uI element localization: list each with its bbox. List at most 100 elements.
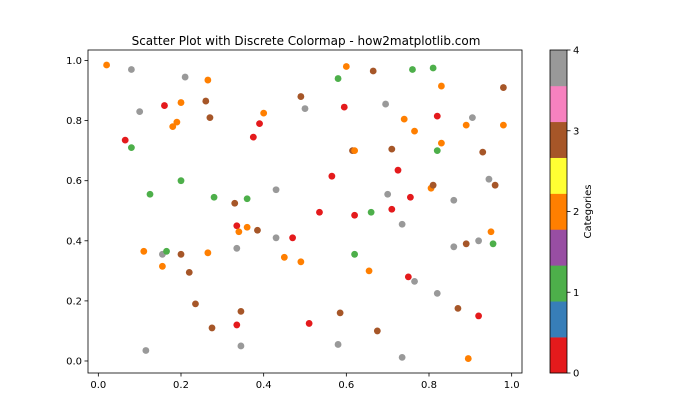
scatter-point bbox=[388, 205, 396, 213]
colorbar-segment bbox=[550, 50, 567, 87]
scatter-point bbox=[454, 305, 462, 312]
scatter-point bbox=[280, 253, 288, 261]
scatter-point bbox=[204, 76, 212, 84]
colorbar: 0 1 2 3 4 Categories bbox=[549, 46, 594, 380]
scatter-point bbox=[469, 114, 476, 122]
scatter-point bbox=[489, 240, 497, 248]
scatter-point bbox=[433, 112, 441, 120]
y-tick-label: 0.6 bbox=[66, 176, 82, 187]
scatter-point bbox=[384, 190, 392, 198]
colorbar-segment bbox=[550, 157, 567, 194]
scatter-point bbox=[394, 166, 402, 174]
colorbar-tick-label: 1 bbox=[573, 288, 579, 299]
scatter-point bbox=[342, 63, 350, 70]
scatter-point bbox=[462, 121, 470, 129]
scatter-point bbox=[404, 273, 412, 281]
scatter-point bbox=[351, 211, 358, 219]
colorbar-segment bbox=[550, 193, 567, 230]
scatter-point bbox=[233, 244, 241, 252]
scatter-point bbox=[146, 190, 154, 198]
scatter-point bbox=[206, 114, 214, 122]
scatter-point bbox=[297, 258, 305, 266]
scatter-point bbox=[340, 103, 348, 111]
scatter-point bbox=[400, 115, 408, 123]
colorbar-segment bbox=[550, 337, 567, 374]
scatter-point bbox=[367, 208, 375, 216]
scatter-point bbox=[233, 222, 241, 230]
scatter-point bbox=[235, 228, 243, 236]
scatter-point bbox=[429, 181, 437, 189]
scatter-point bbox=[177, 177, 185, 185]
scatter-point bbox=[301, 105, 309, 112]
colorbar-tick-label: 2 bbox=[573, 207, 579, 218]
scatter-point bbox=[485, 175, 493, 183]
scatter-point bbox=[328, 172, 336, 180]
scatter-point bbox=[407, 193, 414, 201]
scatter-point bbox=[136, 108, 144, 115]
scatter-point bbox=[464, 355, 472, 362]
scatter-point bbox=[161, 102, 168, 109]
scatter-point bbox=[475, 312, 482, 320]
scatter-point bbox=[411, 277, 418, 285]
scatter-point bbox=[438, 82, 445, 90]
scatter-point bbox=[491, 181, 499, 189]
scatter-point bbox=[127, 144, 135, 152]
scatter-point bbox=[398, 353, 406, 361]
scatter-point bbox=[334, 341, 342, 348]
scatter-point bbox=[272, 186, 280, 194]
scatter-point bbox=[192, 300, 199, 308]
scatter-point bbox=[185, 268, 193, 276]
scatter-point bbox=[351, 250, 358, 258]
colorbar-segment bbox=[550, 265, 567, 302]
scatter-point bbox=[210, 193, 218, 201]
scatter-point bbox=[450, 196, 458, 204]
colorbar-segment bbox=[550, 121, 567, 158]
y-tick-label: 1.0 bbox=[66, 56, 82, 67]
scatter-point bbox=[429, 64, 437, 72]
scatter-point bbox=[500, 84, 507, 91]
scatter-point bbox=[316, 208, 323, 216]
scatter-point bbox=[243, 223, 251, 231]
x-tick-label: 0.6 bbox=[338, 380, 354, 391]
y-tick-label: 0.0 bbox=[66, 356, 82, 367]
scatter-point bbox=[373, 327, 381, 335]
scatter-point bbox=[204, 249, 212, 257]
scatter-point bbox=[177, 99, 185, 106]
colorbar-tick-label: 4 bbox=[573, 46, 579, 57]
scatter-point bbox=[163, 247, 170, 255]
scatter-point bbox=[208, 324, 216, 332]
scatter-point bbox=[365, 267, 373, 275]
scatter-point bbox=[169, 123, 177, 131]
scatter-point bbox=[433, 147, 441, 155]
colorbar-tick-label: 0 bbox=[573, 369, 579, 380]
scatter-point bbox=[369, 67, 377, 75]
scatter-point bbox=[382, 100, 389, 108]
scatter-point bbox=[142, 347, 150, 354]
x-tick-label: 0.0 bbox=[90, 380, 106, 391]
colorbar-label: Categories bbox=[583, 185, 594, 239]
scatter-point bbox=[127, 66, 135, 73]
plot-frame bbox=[87, 49, 523, 374]
scatter-point bbox=[433, 289, 441, 297]
scatter-point bbox=[173, 118, 181, 126]
y-tick-label: 0.2 bbox=[66, 296, 82, 307]
scatter-point bbox=[231, 199, 239, 207]
scatter-point bbox=[487, 228, 495, 236]
scatter-point bbox=[237, 342, 245, 350]
colorbar-segment bbox=[550, 229, 567, 266]
scatter-point bbox=[479, 148, 487, 156]
plot-area: 0.0 0.2 0.4 0.6 0.8 1.0 0.0 0.2 0.4 0.6 0.8 1.0 bbox=[66, 49, 523, 391]
scatter-point bbox=[103, 61, 110, 69]
scatter-point bbox=[388, 145, 396, 153]
colorbar-tick-label: 3 bbox=[573, 126, 579, 137]
scatter-point bbox=[305, 320, 313, 327]
scatter-point bbox=[202, 97, 210, 105]
scatter-point bbox=[297, 93, 305, 100]
scatter-point bbox=[334, 75, 342, 82]
scatter-point bbox=[336, 309, 344, 317]
chart-title: Scatter Plot with Discrete Colormap - ho… bbox=[132, 34, 481, 48]
scatter-point bbox=[181, 73, 189, 81]
scatter-point bbox=[159, 262, 166, 270]
scatter-point bbox=[289, 234, 296, 242]
